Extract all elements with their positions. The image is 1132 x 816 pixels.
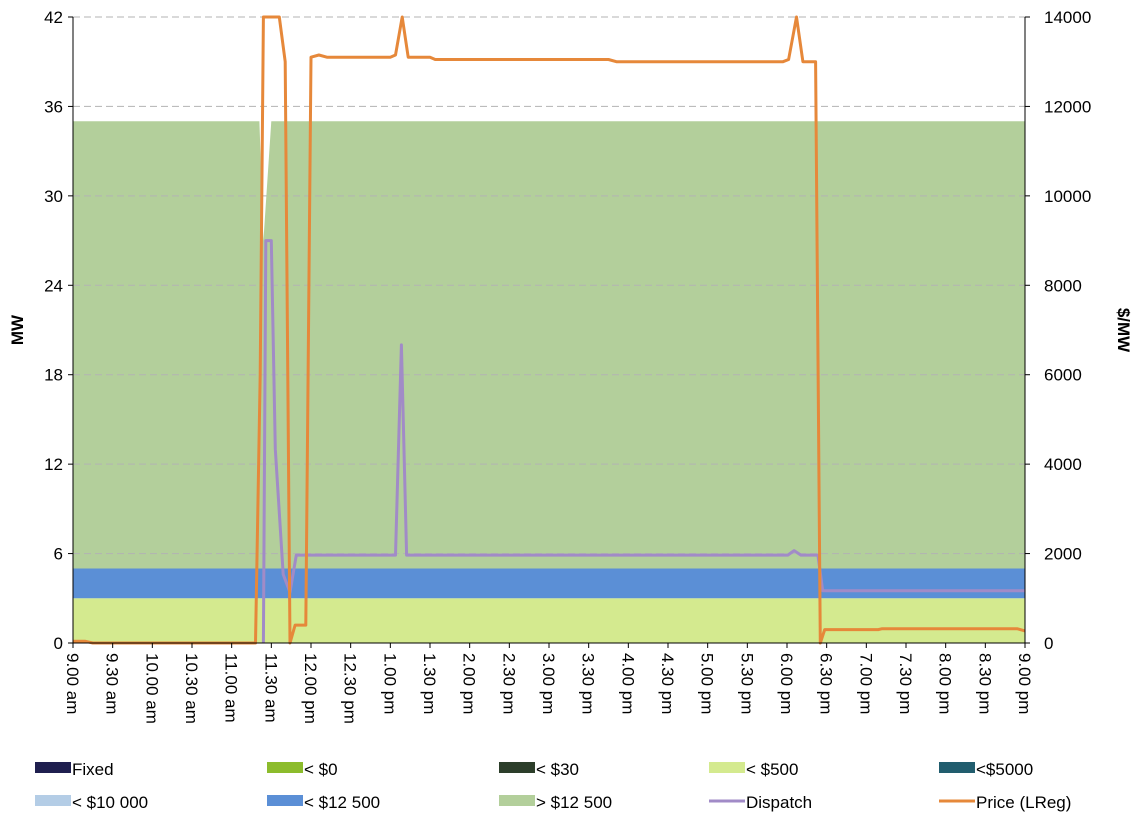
x-tick-label: 4.00 pm	[618, 653, 637, 714]
x-tick-label: 8.00 pm	[936, 653, 955, 714]
x-tick-label: 12.00 pm	[301, 653, 320, 724]
area-lt-usd500	[73, 598, 1025, 643]
x-tick-label: 7.30 pm	[896, 653, 915, 714]
gridlines	[73, 16, 1025, 555]
x-tick-label: 1.00 pm	[380, 653, 399, 714]
y-tick-label: 30	[44, 187, 63, 206]
y2-tick-label: 8000	[1044, 276, 1082, 295]
stacked-areas	[73, 121, 1025, 643]
y-tick-label: 24	[44, 276, 63, 295]
y-tick-label: 42	[44, 8, 63, 27]
x-tick-label: 12.30 pm	[341, 653, 360, 724]
legend-swatch-lt-usd30	[499, 762, 535, 773]
legend-label-lt-usd30: < $30	[536, 760, 579, 779]
legend-swatch-fixed	[35, 762, 71, 773]
legend-label-lt-usd500: < $500	[746, 760, 798, 779]
legend-label-dispatch: Dispatch	[746, 793, 812, 812]
y-axis-title: MW	[8, 314, 27, 345]
plot-area	[73, 15, 1026, 645]
x-tick-label: 11.30 am	[261, 653, 280, 723]
legend-label-ltusd5000: <$5000	[976, 760, 1033, 779]
x-tick-label: 1.30 pm	[420, 653, 439, 714]
x-tick-label: 8.30 pm	[975, 653, 994, 714]
lines	[73, 15, 1026, 645]
x-tick-label: 3.00 pm	[539, 653, 558, 714]
y2-tick-label: 10000	[1044, 187, 1091, 206]
x-tick-label: 2.30 pm	[499, 653, 518, 714]
y2-tick-label: 2000	[1044, 545, 1082, 564]
area-lt-usd12-500	[73, 568, 1025, 599]
x-tick-label: 9.30 am	[103, 653, 122, 714]
legend-swatch-gt-usd12-500	[499, 795, 535, 806]
y-tick-label: 18	[44, 366, 63, 385]
x-tick-label: 10.30 am	[182, 653, 201, 724]
legend-label-lt-usd0: < $0	[304, 760, 338, 779]
legend-swatch-lt-usd12-500	[267, 795, 303, 806]
legend-swatch-lt-usd0	[267, 762, 303, 773]
y-tick-label: 6	[54, 545, 63, 564]
y2-tick-label: 0	[1044, 634, 1053, 653]
y2-tick-label: 14000	[1044, 8, 1091, 27]
x-tick-label: 4.30 pm	[658, 653, 677, 714]
legend-label-price-lreg: Price (LReg)	[976, 793, 1071, 812]
axes: 0 6 12 18 24 30 36 42 0 2000 4000 6000 8000 10000 1200…	[44, 8, 1091, 724]
line-dispatch	[261, 239, 1025, 644]
x-tick-label: 3.30 pm	[579, 653, 598, 714]
x-tick-label: 10.00 am	[142, 653, 161, 724]
line-price-lreg	[73, 15, 1026, 645]
x-tick-label: 2.00 pm	[460, 653, 479, 714]
x-tick-label: 6.30 pm	[817, 653, 836, 714]
legend-label-gt-usd12-500: > $12 500	[536, 793, 612, 812]
x-tick-label: 5.00 pm	[698, 653, 717, 714]
x-tick-label: 11.00 am	[222, 653, 241, 723]
y2-axis-title: $/MW	[1114, 308, 1132, 353]
y2-tick-label: 4000	[1044, 455, 1082, 474]
legend-label-fixed: Fixed	[72, 760, 114, 779]
legend: Fixed < $0 < $30 < $500 <$5000 < $10 000 < $12…	[35, 760, 1071, 812]
legend-label-lt-usd10-000: < $10 000	[72, 793, 148, 812]
x-tick-label: 9.00 am	[63, 653, 82, 714]
x-tick-label: 9.00 pm	[1015, 653, 1034, 714]
x-tick-label: 6.00 pm	[777, 653, 796, 714]
legend-swatch-lt-usd500	[709, 762, 745, 773]
y-tick-label: 0	[54, 634, 63, 653]
y2-tick-label: 6000	[1044, 366, 1082, 385]
y2-tick-label: 12000	[1044, 97, 1091, 116]
y-tick-label: 12	[44, 455, 63, 474]
y-tick-label: 36	[44, 97, 63, 116]
x-tick-label: 5.30 pm	[737, 653, 756, 714]
area-gt-usd12-500	[73, 121, 1025, 569]
legend-label-lt-usd12-500: < $12 500	[304, 793, 380, 812]
legend-swatch-lt-usd10-000	[35, 795, 71, 806]
legend-swatch-ltusd5000	[939, 762, 975, 773]
x-tick-label: 7.00 pm	[856, 653, 875, 714]
